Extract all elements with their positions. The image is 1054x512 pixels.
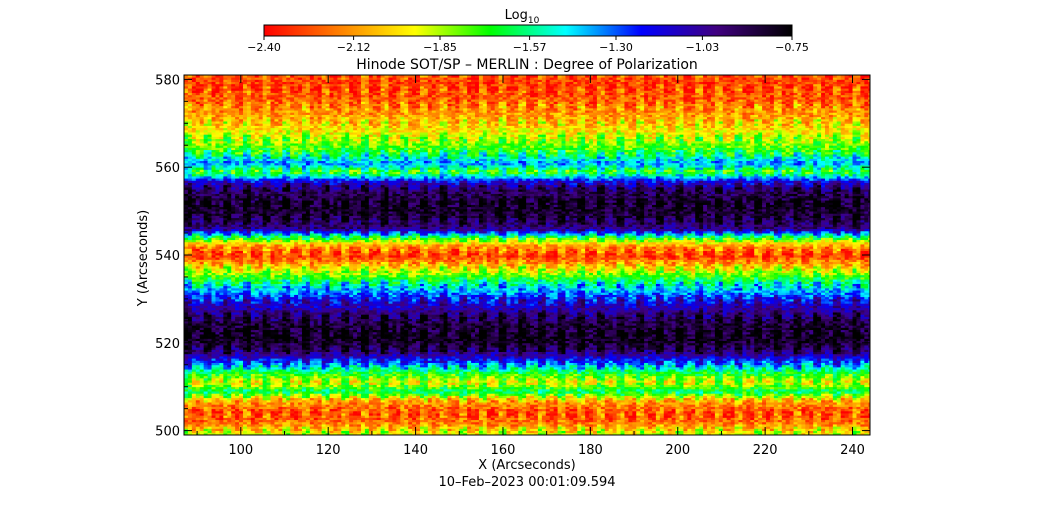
chart-title: Hinode SOT/SP – MERLIN : Degree of Polar… xyxy=(356,57,698,73)
colorbar-tick-label: −1.85 xyxy=(423,41,457,54)
colorbar xyxy=(264,25,792,36)
colorbar-ticks: −2.40 −2.12 −1.85 −1.57 −1.30 −1.03 −0.75 xyxy=(247,36,809,54)
colorbar-label: Log10 xyxy=(505,8,540,26)
colorbar-tick-label: −1.57 xyxy=(513,41,547,54)
colorbar-tick-label: −2.40 xyxy=(247,41,281,54)
polarization-figure: Log10 −2.40 −2.12 −1.85 −1.57 −1.30 −1.03 −0.7… xyxy=(0,0,1054,512)
colorbar-tick-label: −1.03 xyxy=(686,41,720,54)
colorbar-tick-label: −0.75 xyxy=(775,41,809,54)
colorbar-tick-label: −2.12 xyxy=(337,41,371,54)
heatmap-image xyxy=(184,75,873,435)
colorbar-tick-label: −1.30 xyxy=(599,41,633,54)
